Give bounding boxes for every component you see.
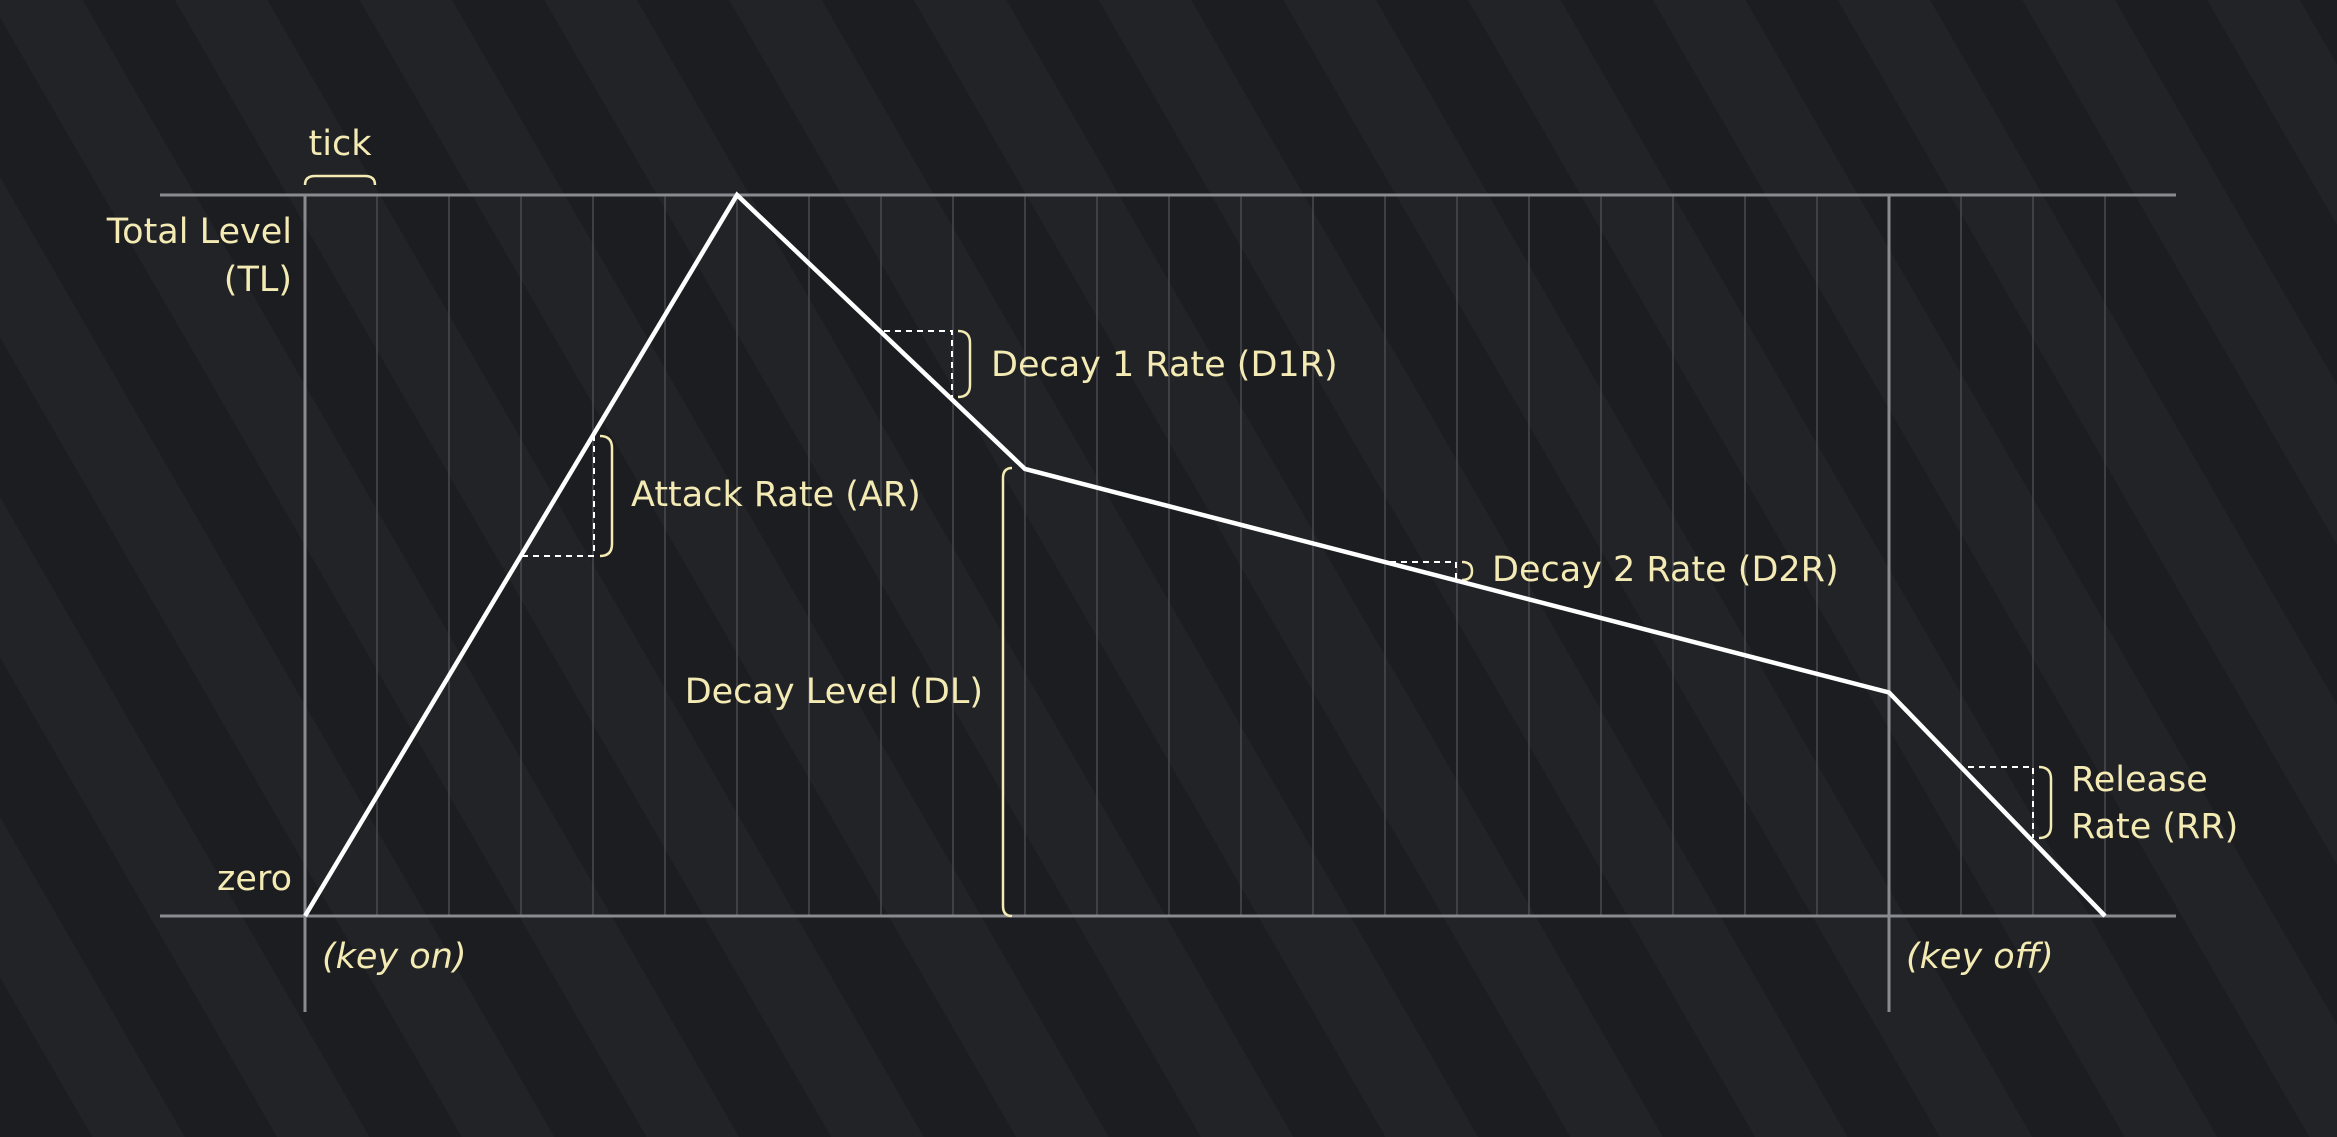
decay2-brace	[1461, 560, 1474, 582]
key-off-label: (key off)	[1906, 937, 2054, 977]
release-rate-abbrev: Rate (RR)	[2071, 807, 2238, 847]
attack-slope-guide	[522, 436, 595, 557]
decay-level-brace	[1001, 466, 1013, 918]
key-on-label: (key on)	[322, 937, 467, 977]
attack-rate-label: Attack Rate (AR)	[631, 475, 921, 515]
total-level-abbrev: (TL)	[224, 260, 292, 300]
attack-brace	[599, 434, 614, 558]
decay1-rate-label: Decay 1 Rate (D1R)	[991, 345, 1338, 385]
decay2-rate-label: Decay 2 Rate (D2R)	[1492, 550, 1839, 590]
tick-label: tick	[309, 124, 373, 164]
decay2-slope-guide	[1390, 561, 1457, 580]
tick-grid	[376, 195, 2106, 916]
decay1-slope-guide	[884, 330, 953, 397]
release-brace	[2038, 765, 2053, 840]
decay-level-label: Decay Level (DL)	[685, 672, 983, 712]
tick-brace	[303, 174, 377, 186]
release-slope-guide	[1968, 766, 2034, 838]
zero-label: zero	[217, 859, 292, 899]
decay1-brace	[957, 329, 972, 399]
release-rate-label: Release	[2071, 760, 2208, 800]
total-level-label: Total Level	[106, 212, 292, 252]
envelope-line	[303, 191, 2107, 918]
